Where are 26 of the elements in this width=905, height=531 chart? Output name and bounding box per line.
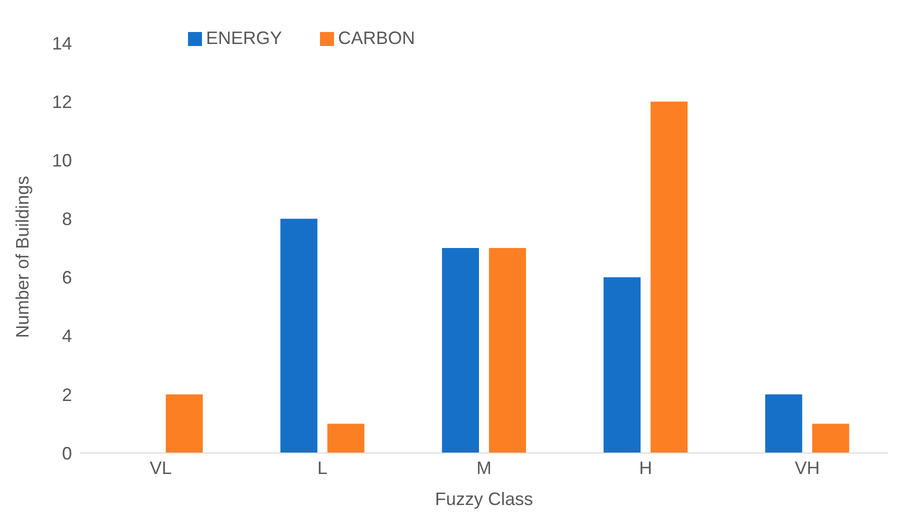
bar xyxy=(650,102,688,453)
y-tick-label: 10 xyxy=(52,150,72,171)
y-tick-label: 8 xyxy=(62,209,72,230)
legend-label: ENERGY xyxy=(206,28,282,48)
x-tick-label: L xyxy=(317,458,328,478)
y-tick-label: 2 xyxy=(62,384,72,405)
bar xyxy=(488,248,526,453)
legend-label: CARBON xyxy=(338,28,416,48)
x-tick-label: M xyxy=(476,458,492,478)
bar xyxy=(604,277,641,453)
bar xyxy=(765,394,802,453)
x-tick-label: VH xyxy=(794,458,820,478)
bar xyxy=(327,424,364,453)
y-tick-label: 0 xyxy=(62,443,72,464)
x-axis-title: Fuzzy Class xyxy=(434,489,534,509)
bar xyxy=(166,394,203,453)
y-tick-label: 14 xyxy=(52,33,72,54)
y-tick-label: 12 xyxy=(52,92,72,112)
y-tick-label: 6 xyxy=(62,268,72,288)
y-tick-label: 4 xyxy=(62,326,72,346)
y-axis-title: Number of Buildings xyxy=(12,176,32,338)
bar xyxy=(812,424,850,453)
x-tick-label: VL xyxy=(150,458,172,478)
bar xyxy=(280,218,318,453)
x-tick-label: H xyxy=(639,458,652,478)
bar xyxy=(442,248,479,453)
